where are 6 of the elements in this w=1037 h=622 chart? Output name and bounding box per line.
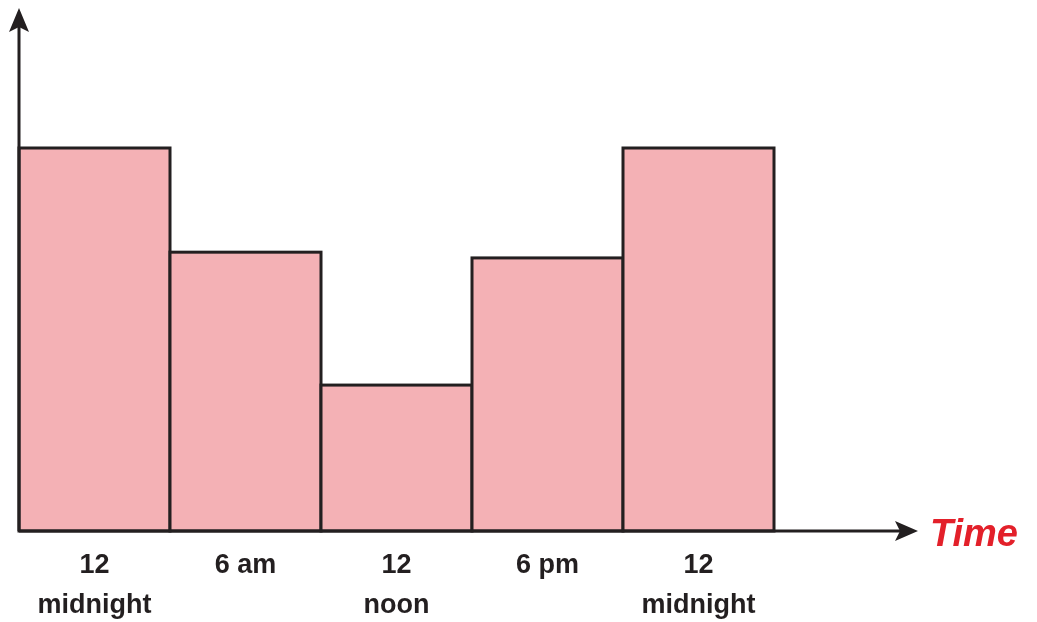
x-tick-label: 6 pm — [515, 549, 580, 579]
x-tick-label: 12 midnight — [641, 549, 756, 619]
x-axis-title: Time — [930, 512, 1019, 554]
x-tick-label: 12 midnight — [37, 549, 152, 619]
x-tick-label: 6 am — [214, 549, 277, 579]
x-tick-label: 12 noon — [363, 549, 430, 619]
